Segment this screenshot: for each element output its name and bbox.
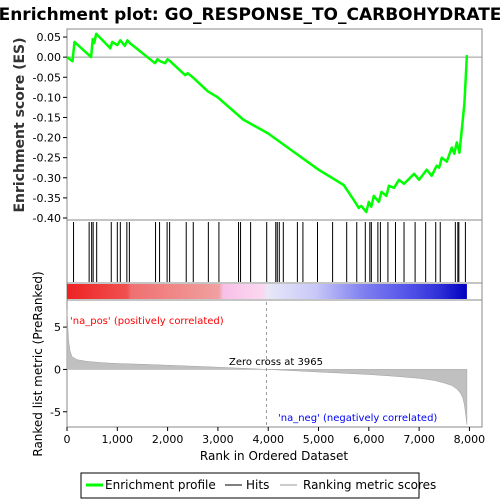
ranking-metric-area [66,310,468,425]
ranked-color-bar [67,284,467,299]
legend: Enrichment profile Hits Ranking metric s… [80,472,436,499]
x-tick-label: 8,000 [454,433,486,446]
metric-panel: 5 0 -5 Zero cross at 3965 'na_pos' (positi… [31,271,483,457]
x-tick-label: 3,000 [202,433,234,446]
legend-box [80,472,420,499]
metric-ytick-label: 0 [54,363,61,376]
positive-correlation-label: 'na_pos' (positively correlated) [70,316,224,327]
legend-metric-label: Ranking metric scores [303,478,436,492]
es-panel-frame [66,28,483,221]
es-ytick-label: -0.20 [33,132,61,145]
x-tick-label: 4,000 [252,433,284,446]
es-ytick-label: 0.05 [37,31,62,44]
x-tick-label: 2,000 [152,433,184,446]
es-ytick-label: -0.10 [33,91,61,104]
x-tick-label: 0 [64,433,71,446]
metric-panel-frame [66,299,483,428]
es-ytick-label: -0.05 [33,71,61,84]
zero-cross-label: Zero cross at 3965 [229,357,323,368]
es-panel: 0.05 0.00 -0.05 -0.10 -0.15 -0.20 -0.25 -0.30 -0… [12,28,483,225]
metric-y-ticks: 5 0 -5 [50,321,67,419]
metric-ylabel: Ranked list metric (PreRanked) [31,271,45,456]
x-tick-label: 7,000 [403,433,435,446]
hits-panel-frame [66,219,483,284]
chart-title: Enrichment plot: GO_RESPONSE_TO_CARBOHYD… [0,5,500,25]
es-ylabel: Enrichment score (ES) [12,37,28,212]
es-ytick-label: -0.40 [33,212,61,225]
es-ytick-label: -0.35 [33,192,61,205]
x-tick-label: 5,000 [303,433,335,446]
x-axis-label: Rank in Ordered Dataset [200,449,348,463]
negative-correlation-label: 'na_neg' (negatively correlated) [278,413,437,424]
legend-profile-label: Enrichment profile [105,478,216,492]
legend-hits-label: Hits [246,478,269,492]
metric-ytick-label: 5 [54,321,61,334]
x-tick-label: 1,000 [102,433,134,446]
metric-ytick-label: -5 [50,406,61,419]
x-axis-ticks: 0 1,000 2,000 3,000 4,000 5,000 6,000 7,000 8,00… [64,427,486,446]
x-tick-label: 6,000 [353,433,385,446]
es-ytick-label: -0.30 [33,172,61,185]
es-ytick-label: -0.15 [33,111,61,124]
es-y-ticks: 0.05 0.00 -0.05 -0.10 -0.15 -0.20 -0.25 -0.30 -0… [33,31,67,225]
color-bar [66,282,483,301]
hits-panel [66,219,483,284]
enrichment-profile-line [66,32,469,214]
hit-lines [73,222,466,282]
es-ytick-label: -0.25 [33,152,61,165]
es-ytick-label: 0.00 [37,51,62,64]
